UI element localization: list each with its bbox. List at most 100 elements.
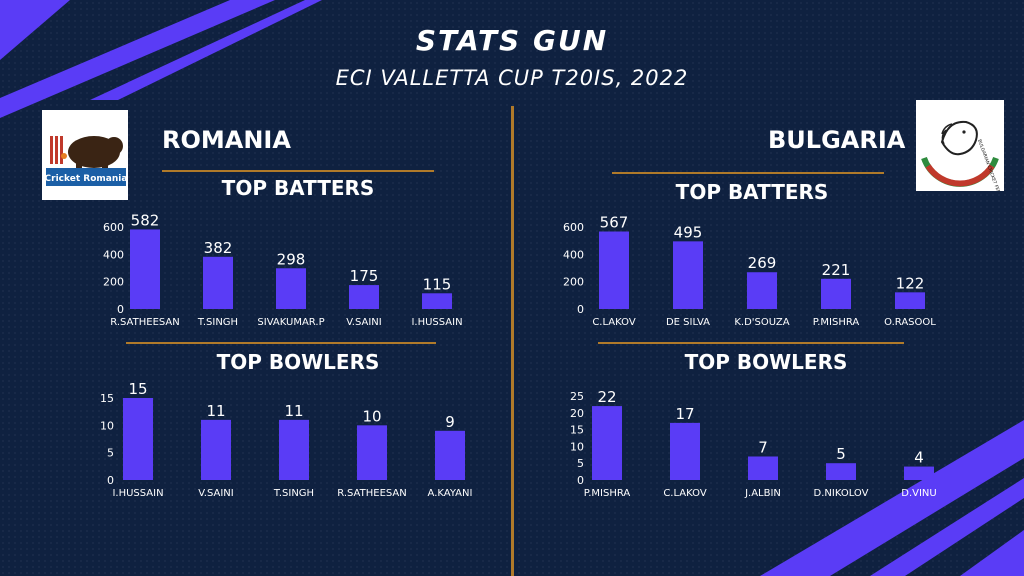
romania-rule-top (162, 170, 434, 172)
romania-logo-text: Cricket Romania (45, 174, 128, 184)
bar (747, 272, 777, 309)
stripe-top-left-1 (0, 0, 70, 60)
y-tick-label: 0 (577, 474, 584, 487)
data-label: 582 (131, 211, 160, 229)
category-label: P.MISHRA (813, 317, 860, 328)
data-label: 22 (597, 388, 616, 406)
y-tick-label: 10 (100, 419, 114, 432)
data-label: 4 (914, 449, 924, 467)
bar (201, 419, 231, 480)
bulgaria-logo-art: BULGARIAN CRICKET FEDERATION (916, 100, 1008, 213)
category-label: SIVAKUMAR.P (257, 317, 324, 328)
category-label: J.ALBIN (744, 488, 781, 499)
category-label: C.LAKOV (592, 317, 636, 328)
bar (123, 398, 153, 480)
data-label: 382 (204, 239, 233, 257)
y-tick-label: 600 (103, 221, 124, 234)
category-label: A.KAYANI (428, 488, 473, 499)
bar (748, 456, 778, 480)
bar (130, 229, 160, 309)
center-divider (511, 106, 514, 576)
y-tick-label: 0 (107, 474, 114, 487)
stripe-bottom-right-1 (760, 420, 1024, 576)
bar (821, 278, 851, 309)
bar (673, 241, 703, 309)
bulgaria-bowlers-title: TOP BOWLERS (684, 350, 848, 374)
y-tick-label: 0 (117, 303, 124, 316)
data-label: 175 (350, 267, 379, 285)
bar (599, 231, 629, 309)
y-tick-label: 200 (103, 276, 124, 289)
bar (279, 419, 309, 480)
category-label: O.RASOOL (884, 317, 936, 328)
category-label: K.D'SOUZA (734, 317, 789, 328)
stripe-top-left-2 (0, 0, 275, 118)
data-label: 567 (600, 214, 629, 232)
category-label: D.VINU (901, 488, 936, 499)
category-label: D.NIKOLOV (814, 488, 869, 499)
data-label: 495 (674, 223, 703, 241)
category-label: R.SATHEESAN (110, 317, 180, 328)
bar (349, 285, 379, 309)
bar (203, 256, 233, 309)
bar (670, 422, 700, 480)
category-label: T.SINGH (273, 488, 314, 499)
stripe-bottom-right-2 (870, 478, 1024, 576)
category-label: I.HUSSAIN (112, 488, 163, 499)
y-tick-label: 5 (107, 447, 114, 460)
bulgaria-rule-mid (598, 342, 904, 344)
bar (357, 425, 387, 480)
data-label: 5 (836, 445, 846, 463)
category-label: C.LAKOV (663, 488, 707, 499)
romania-logo: Cricket Romania (42, 110, 128, 200)
data-label: 122 (896, 274, 925, 292)
romania-bowlers-chart: 0 5 10 15 15 I.HUSSAIN 11 V.SAINI 11 T.SINGH 10 R.S… (100, 380, 473, 499)
romania-rule-mid (126, 342, 436, 344)
bulgaria-logo: BULGARIAN CRICKET FEDERATION (916, 100, 1008, 213)
romania-batters-chart: 0 200 400 600 582 R.SATHEESAN 382 T.SINGH 298 SIV… (103, 211, 463, 328)
page-title: STATS GUN (415, 24, 609, 57)
y-tick-label: 400 (563, 248, 584, 261)
data-label: 221 (822, 261, 851, 279)
data-label: 269 (748, 254, 777, 272)
romania-batters-title: TOP BATTERS (221, 176, 375, 200)
y-tick-label: 0 (577, 303, 584, 316)
category-label: I.HUSSAIN (411, 317, 462, 328)
data-label: 10 (362, 407, 381, 425)
stripe-bottom-right-3 (960, 530, 1024, 576)
data-label: 17 (675, 405, 694, 423)
category-label: P.MISHRA (584, 488, 631, 499)
bar (826, 463, 856, 480)
data-label: 11 (284, 402, 303, 420)
y-tick-label: 25 (570, 390, 584, 403)
category-label: R.SATHEESAN (337, 488, 407, 499)
bar (904, 466, 934, 480)
bar (592, 406, 622, 480)
y-tick-label: 15 (100, 392, 114, 405)
bar (276, 268, 306, 309)
category-label: V.SAINI (198, 488, 233, 499)
category-label: DE SILVA (666, 317, 710, 328)
y-tick-label: 600 (563, 221, 584, 234)
bulgaria-batters-title: TOP BATTERS (675, 180, 829, 204)
y-tick-label: 400 (103, 248, 124, 261)
team-name-bulgaria: BULGARIA (768, 126, 906, 154)
bar (435, 430, 465, 480)
data-label: 7 (758, 438, 768, 456)
data-label: 15 (128, 380, 147, 398)
data-label: 298 (277, 250, 306, 268)
bulgaria-batters-chart: 0 200 400 600 567 C.LAKOV 495 DE SILVA 269 K.D'SO… (563, 214, 936, 328)
stripe-top-left-3 (90, 0, 322, 100)
page-subtitle: ECI VALLETTA CUP T20IS, 2022 (335, 66, 689, 90)
romania-logo-art: Cricket Romania (42, 110, 128, 200)
data-label: 115 (423, 275, 452, 293)
y-tick-label: 200 (563, 276, 584, 289)
category-label: V.SAINI (346, 317, 381, 328)
y-tick-label: 15 (570, 424, 584, 437)
bulgaria-bowlers-chart: 0 5 10 15 20 25 22 P.MISHRA 17 C.LAKOV 7 J.ALBIN 5 D.… (570, 388, 937, 499)
bar (895, 292, 925, 309)
romania-bowlers-title: TOP BOWLERS (216, 350, 380, 374)
y-tick-label: 20 (570, 407, 584, 420)
data-label: 9 (445, 413, 455, 431)
